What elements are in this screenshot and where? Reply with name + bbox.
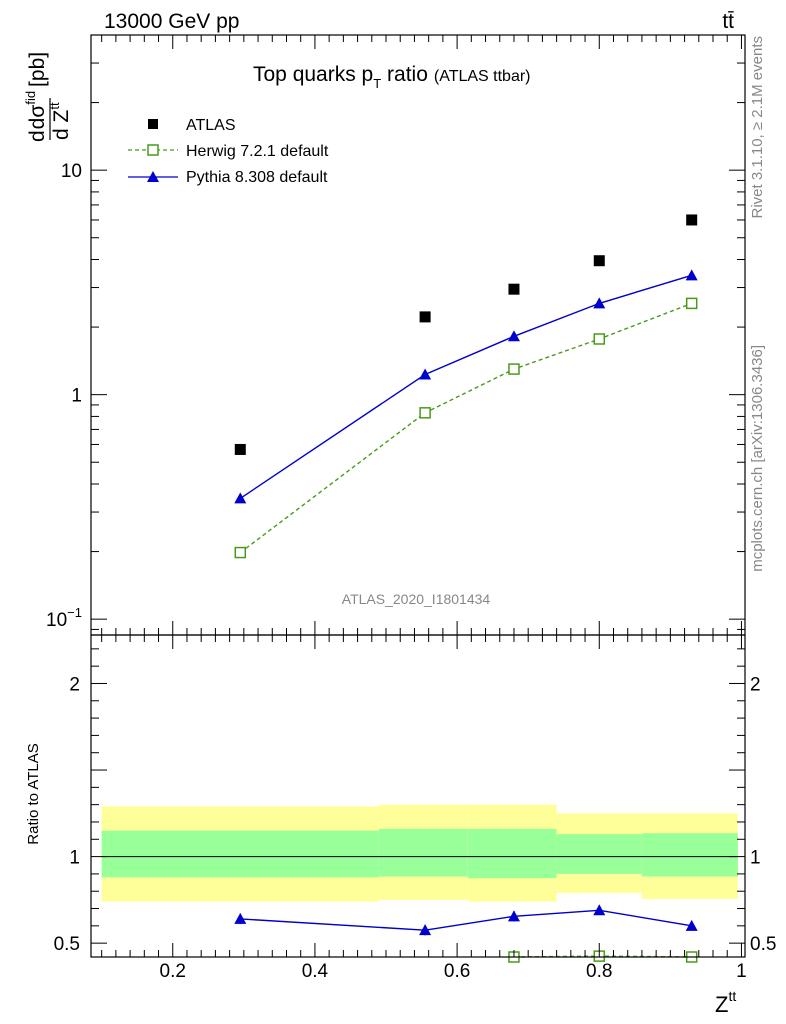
ratio-frame — [90, 634, 746, 958]
point-2-4 — [685, 269, 698, 281]
point-1-0 — [234, 546, 247, 559]
chart-title: Top quarks pT ratio (ATLAS ttbar) — [253, 63, 531, 91]
band-green-2 — [467, 828, 557, 879]
x-tick-label-2: 0.6 — [444, 961, 470, 982]
process-label: tt̄ — [722, 10, 734, 33]
legend-atlas-label: ATLAS — [186, 117, 236, 134]
ratio-point-1-2 — [507, 910, 520, 922]
point-0-1 — [419, 311, 431, 323]
point-1-1 — [419, 407, 431, 419]
y-tick-label-1: 1 — [71, 386, 82, 407]
y-tick-label-2: 10 — [61, 161, 82, 182]
point-2-1 — [419, 368, 432, 380]
y-tick-label-0: 10−1 — [46, 605, 82, 631]
legend-herwig-marker — [147, 144, 159, 156]
main-y-axis-label: ddσfid[pb] d Ztt — [23, 52, 73, 142]
point-1-3 — [593, 333, 606, 345]
x-tick-label-1: 0.4 — [302, 961, 329, 982]
point-1-2 — [508, 363, 520, 375]
rivet-label: Rivet 3.1.10, ≥ 2.1M events — [749, 36, 766, 219]
ratio-tick-label-left-1: 1 — [69, 848, 80, 869]
point-0-3 — [593, 255, 605, 267]
point-1-4 — [685, 297, 698, 310]
ratio-tick-label-right-1: 1 — [750, 848, 761, 869]
main-series — [234, 214, 698, 559]
ratio-bands — [101, 804, 738, 902]
legend-pythia-label: Pythia 8.308 default — [186, 169, 328, 186]
series-line-1 — [239, 302, 692, 554]
point-0-2 — [508, 283, 520, 295]
band-green-1 — [378, 828, 468, 877]
legend-atlas-marker — [148, 119, 158, 129]
ratio-tick-label-right-0: 0.5 — [750, 934, 776, 955]
svg-text:ddσfid[pb]: ddσfid[pb] — [23, 52, 49, 142]
x-axis-label: Ztt — [715, 988, 736, 1017]
x-tick-label-3: 0.8 — [586, 961, 612, 982]
band-green-0 — [101, 830, 379, 878]
mcplots-label: mcplots.cern.ch [arXiv:1306.3436] — [749, 345, 766, 572]
ratio-tick-label-left-0: 0.5 — [54, 934, 80, 955]
point-2-2 — [507, 330, 520, 342]
legend: ATLAS Herwig 7.2.1 default Pythia 8.308 … — [128, 117, 329, 186]
energy-label: 13000 GeV pp — [104, 10, 239, 33]
ratio-point-1-1 — [419, 924, 432, 936]
point-2-0 — [234, 492, 247, 504]
ratio-y-axis-label: Ratio to ATLAS — [25, 743, 42, 844]
ratio-tick-label-left-2: 2 — [69, 674, 80, 695]
ratio-point-1-4 — [685, 919, 698, 931]
ratio-point-1-0 — [234, 912, 247, 924]
svg-text:d Ztt: d Ztt — [47, 102, 73, 140]
legend-pythia-marker — [147, 171, 159, 182]
ratio-tick-label-right-2: 2 — [750, 674, 761, 695]
analysis-watermark: ATLAS_2020_I1801434 — [342, 591, 491, 607]
ratio-point-1-3 — [593, 904, 606, 916]
axes — [90, 34, 746, 958]
point-2-3 — [593, 297, 606, 309]
ratio-line-1 — [240, 909, 692, 931]
x-tick-label-4: 1 — [736, 961, 747, 982]
point-0-0 — [234, 443, 246, 455]
band-green-3 — [556, 834, 642, 874]
series-line-2 — [239, 274, 692, 499]
band-green-4 — [641, 833, 738, 877]
x-tick-label-0: 0.2 — [160, 961, 186, 982]
point-0-4 — [686, 214, 698, 226]
legend-herwig-label: Herwig 7.2.1 default — [186, 143, 329, 160]
